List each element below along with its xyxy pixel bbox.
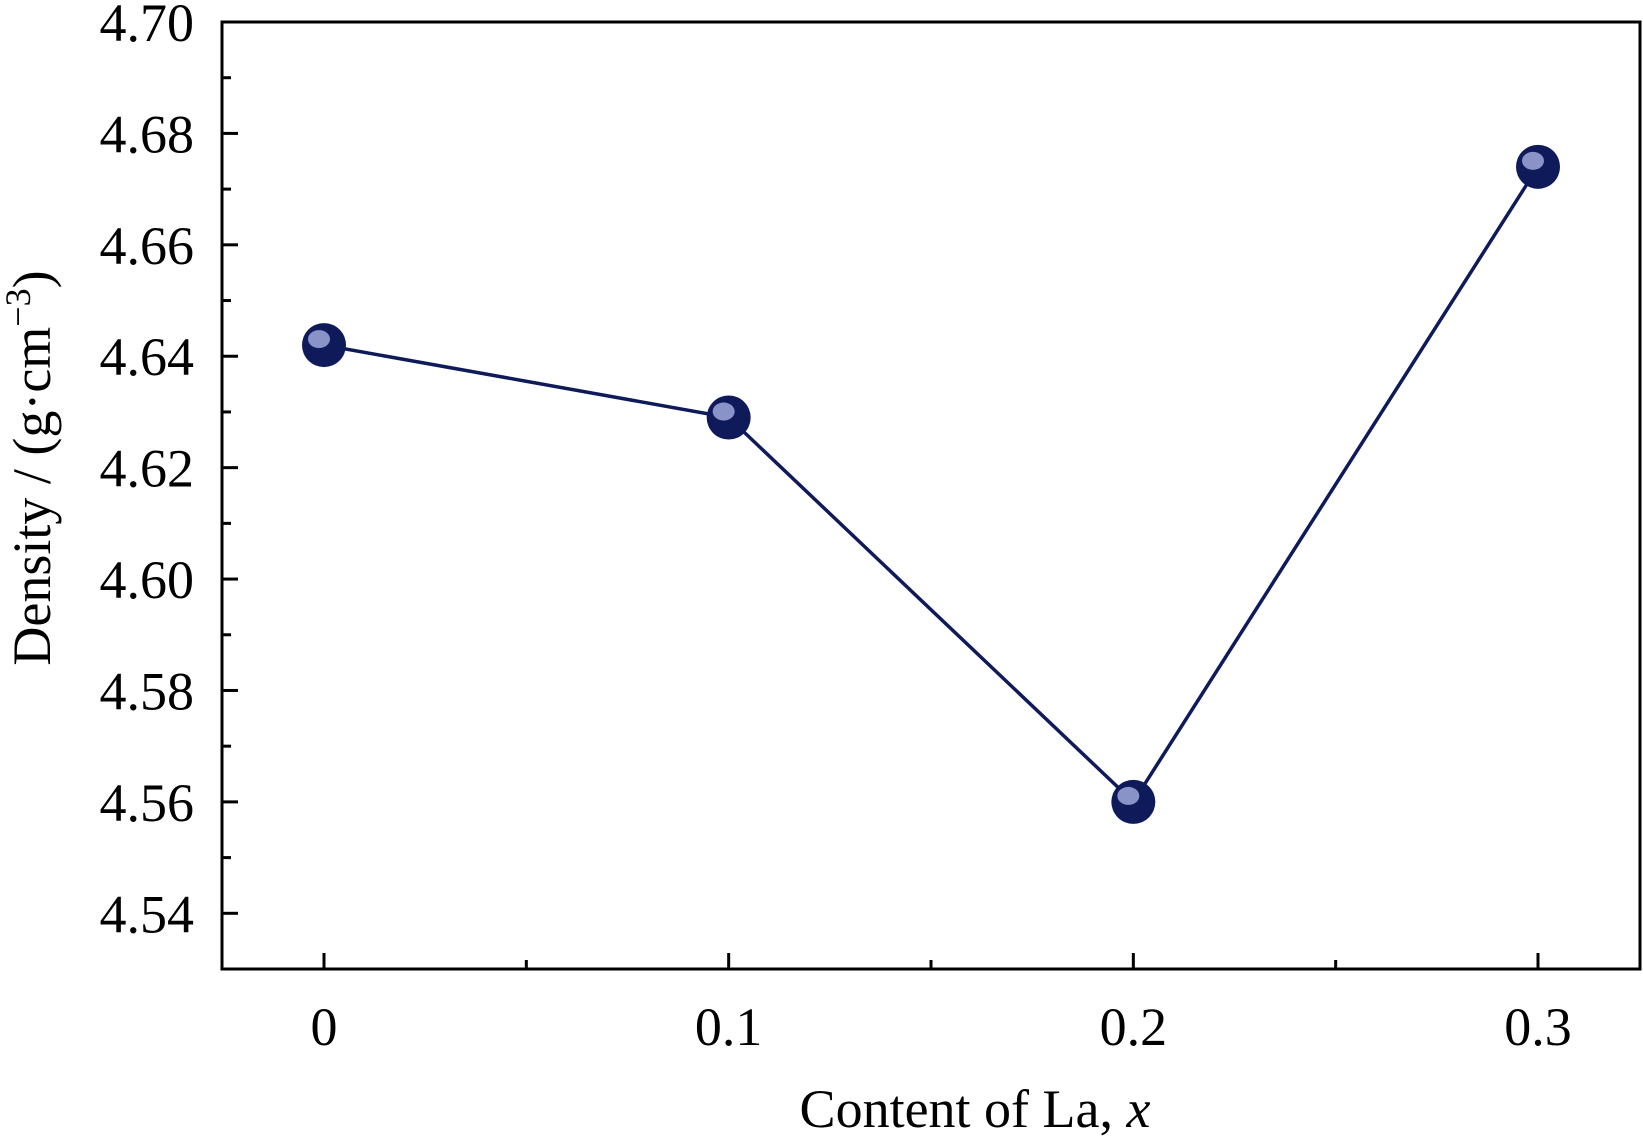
y-tick-label: 4.58	[100, 661, 195, 721]
series-line	[323, 165, 1540, 805]
y-tick-label: 4.62	[100, 439, 195, 499]
x-axis-title: Content of La, x	[800, 1079, 1151, 1139]
y-tick-label: 4.54	[100, 884, 195, 944]
y-tick-label: 4.60	[100, 550, 195, 610]
y-axis-title: Density / (g·cm−3)	[0, 270, 62, 665]
x-tick-label: 0.3	[1504, 997, 1572, 1057]
y-tick-label: 4.66	[100, 216, 195, 276]
x-tick-label: 0	[311, 997, 338, 1057]
y-tick-label: 4.70	[100, 0, 195, 53]
x-tick-label: 0.2	[1100, 997, 1168, 1057]
y-tick-label: 4.68	[100, 104, 195, 164]
plot-frame	[220, 20, 1642, 971]
y-tick-label: 4.56	[100, 773, 195, 833]
y-tick-label: 4.64	[100, 327, 195, 387]
x-tick-label: 0.1	[695, 997, 763, 1057]
data-point	[302, 323, 346, 368]
data-point	[706, 395, 751, 440]
data-point	[1111, 779, 1156, 824]
data-point	[1516, 144, 1560, 189]
